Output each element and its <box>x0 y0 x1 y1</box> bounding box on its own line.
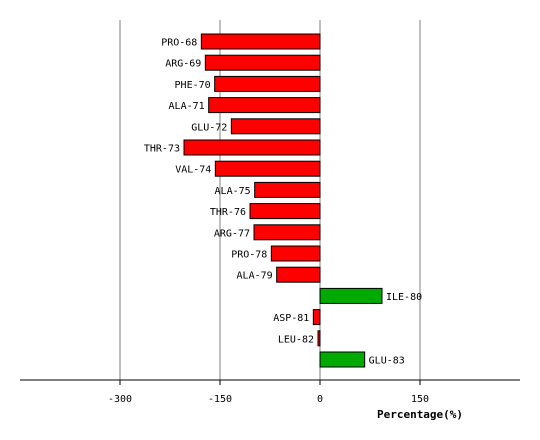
bar-label: LEU-82 <box>278 334 314 345</box>
x-tick-label: 0 <box>317 394 323 405</box>
bar-label: PRO-68 <box>161 38 197 49</box>
bar-label: VAL-74 <box>175 165 211 176</box>
bar <box>253 224 321 241</box>
bar-label: THR-76 <box>210 207 246 218</box>
bar <box>214 160 321 177</box>
bar-label: ILE-80 <box>386 292 422 303</box>
bar <box>249 203 321 220</box>
x-tick-label: 150 <box>411 394 429 405</box>
bar <box>204 54 321 71</box>
bar-label: ARG-69 <box>165 59 201 70</box>
bar-label: ASP-81 <box>273 313 309 324</box>
x-tick-label: -150 <box>208 394 232 405</box>
bar-label: ARG-77 <box>214 228 250 239</box>
bar <box>312 309 321 326</box>
bar-label: ALA-71 <box>169 101 205 112</box>
x-tick-label: -300 <box>108 394 132 405</box>
bar <box>208 97 321 114</box>
bar <box>230 118 321 135</box>
bar <box>200 33 321 50</box>
bar <box>276 266 321 283</box>
bar <box>317 330 321 347</box>
bar-label: PHE-70 <box>175 80 211 91</box>
bar <box>214 75 321 92</box>
bar <box>270 245 321 262</box>
bar-label: ALA-79 <box>237 271 273 282</box>
bar <box>319 287 383 304</box>
bar-label: PRO-78 <box>231 250 267 261</box>
bar <box>183 139 321 156</box>
x-axis-title: Percentage(%) <box>377 408 463 421</box>
bar <box>254 181 321 198</box>
bar-label: GLU-72 <box>191 122 227 133</box>
bar-label: THR-73 <box>144 144 180 155</box>
bars: PRO-68 ARG-69 PHE-70 ALA-71 GLU-72 THR-73 VAL-… <box>144 33 422 368</box>
grid-lines <box>119 20 421 380</box>
bar-label: ALA-75 <box>215 186 251 197</box>
bar <box>319 351 366 368</box>
bar-label: GLU-83 <box>369 356 405 367</box>
x-axis: -300 -150 0 150 <box>20 379 520 405</box>
